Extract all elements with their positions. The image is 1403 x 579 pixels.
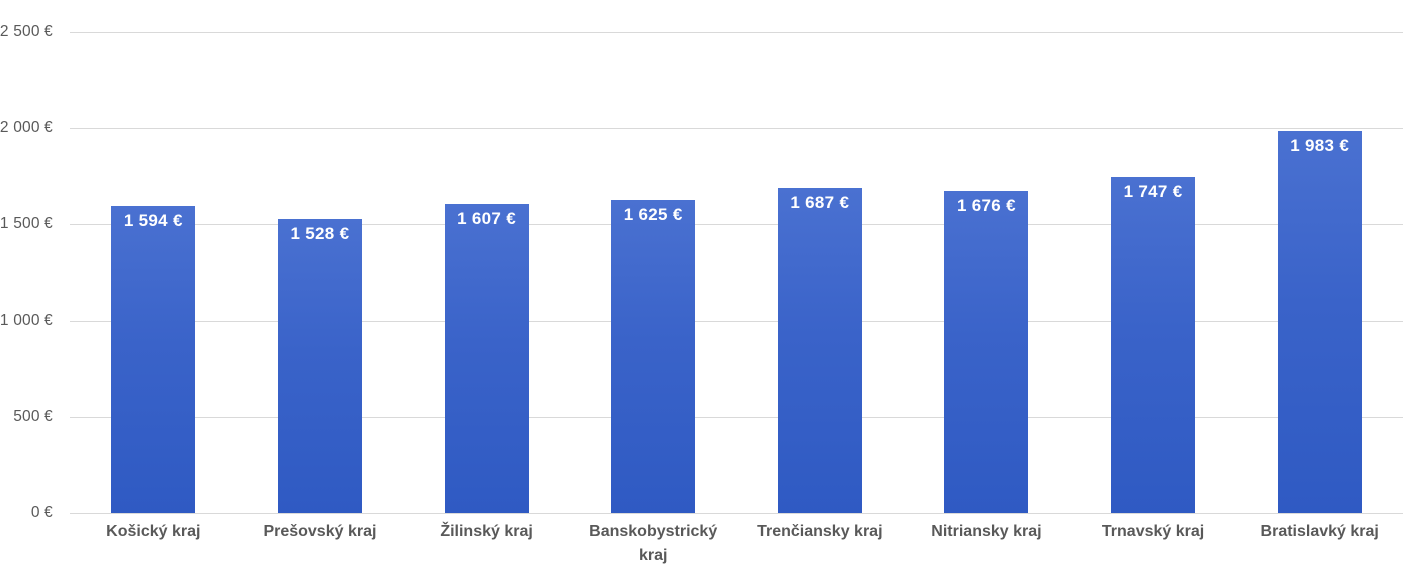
gridline — [70, 416, 1403, 418]
bar-slot: 1 983 € — [1236, 32, 1403, 513]
bar-slot: 1 607 € — [403, 32, 570, 513]
y-tick-label: 2 000 € — [0, 119, 53, 137]
bar-slot: 1 747 € — [1070, 32, 1237, 513]
bar-value-label: 1 528 € — [290, 224, 350, 244]
bar-value-label: 1 747 € — [1123, 181, 1183, 201]
bar: 1 625 € — [611, 200, 696, 513]
category-label: Žilinský kraj — [440, 523, 533, 540]
category-label: Trnavský kraj — [1101, 523, 1205, 540]
category-label: Trenčiansky kraj — [757, 523, 883, 540]
bar-slot: 1 594 € — [70, 32, 237, 513]
bar: 1 983 € — [1277, 131, 1362, 513]
category-label: Nitriansky kraj — [931, 523, 1042, 540]
bar: 1 594 € — [111, 206, 196, 513]
category-label: Banskobystrický kraj — [589, 523, 718, 564]
bar-slot: 1 687 € — [737, 32, 904, 513]
y-tick-label: 2 500 € — [0, 23, 53, 40]
bar-series: 1 594 € 1 528 € 1 607 € 1 625 € 1 687 € 1 676… — [70, 32, 1403, 513]
category-label: Košický kraj — [106, 523, 201, 540]
bar-value-label: 1 687 € — [790, 193, 850, 213]
x-axis-category-labels: Košický kraj Prešovský kraj Žilinský kraj B… — [70, 520, 1403, 568]
bar: 1 607 € — [444, 203, 529, 513]
bar-value-label: 1 594 € — [123, 211, 183, 231]
plot-area: 0 € 500 € 1 000 € 1 500 € 2 000 € 2 500 € 1 5… — [0, 23, 1403, 521]
bar-value-label: 1 625 € — [623, 205, 683, 225]
category-label: Prešovský kraj — [263, 523, 377, 540]
gridline — [70, 320, 1403, 322]
y-tick-label: 0 € — [30, 504, 53, 521]
y-tick-label: 500 € — [13, 407, 53, 425]
y-tick-label: 1 500 € — [0, 215, 53, 233]
bar-value-label: 1 676 € — [957, 195, 1016, 215]
bar-slot: 1 676 € — [903, 32, 1070, 513]
gridline — [70, 128, 1403, 130]
gridline — [70, 513, 1403, 514]
y-tick-label: 1 000 € — [0, 311, 53, 329]
gridline — [70, 224, 1403, 226]
category-label: Bratislavký kraj — [1260, 523, 1379, 540]
bar-value-label: 1 607 € — [457, 208, 516, 228]
bar-value-label: 1 983 € — [1290, 136, 1350, 156]
bar: 1 747 € — [1111, 176, 1196, 513]
bar: 1 676 € — [944, 190, 1029, 513]
bar: 1 528 € — [277, 219, 362, 513]
bar-slot: 1 625 € — [570, 32, 737, 513]
gridline — [70, 32, 1403, 33]
bar: 1 687 € — [777, 188, 862, 513]
bar-slot: 1 528 € — [237, 32, 404, 513]
